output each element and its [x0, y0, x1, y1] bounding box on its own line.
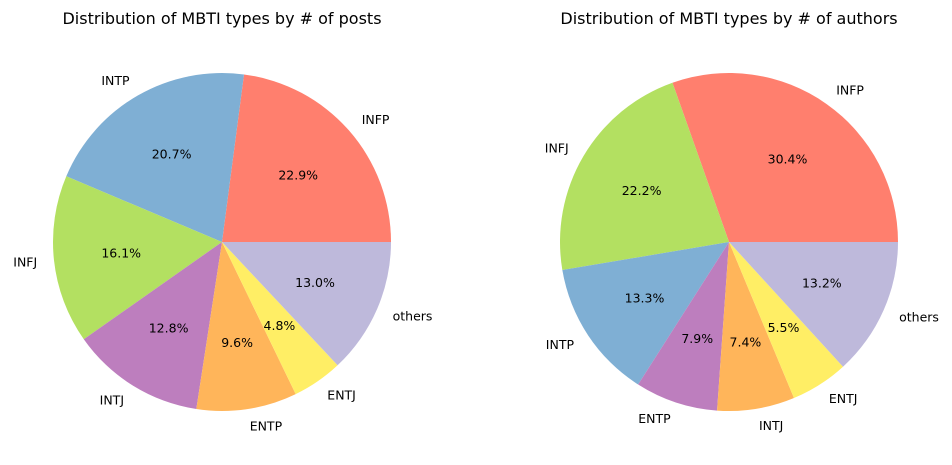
pie-chart-posts: Distribution of MBTI types by # of posts…	[13, 9, 432, 433]
pct-label-authors-infp: 30.4%	[768, 152, 808, 167]
pct-label-posts-infp: 22.9%	[278, 168, 318, 183]
pct-label-posts-intj: 12.8%	[149, 321, 189, 336]
slice-label-authors-infp: INFP	[836, 83, 864, 98]
pct-label-authors-entj: 5.5%	[768, 320, 800, 335]
pie-slice-posts-entj	[222, 242, 338, 395]
pct-label-authors-intp: 13.3%	[625, 291, 665, 306]
slice-label-posts-entj: ENTJ	[327, 388, 356, 403]
pct-label-posts-infj: 16.1%	[101, 245, 141, 260]
pie-slice-posts-infp	[222, 74, 391, 242]
pct-label-posts-entp: 9.6%	[221, 335, 253, 350]
pct-label-authors-entp: 7.9%	[681, 331, 713, 346]
pie-slice-authors-intj	[717, 242, 794, 412]
pct-label-posts-intp: 20.7%	[152, 147, 192, 162]
pie-slice-posts-intp	[66, 73, 244, 242]
pie-slice-posts-others	[222, 242, 391, 366]
pie-slice-posts-entp	[196, 242, 296, 412]
pie-slice-authors-entj	[729, 242, 844, 399]
pct-label-posts-entj: 4.8%	[264, 318, 296, 333]
pie-slice-authors-others	[729, 242, 898, 367]
slice-label-authors-infj: INFJ	[545, 140, 569, 155]
pie-slice-authors-entp	[638, 242, 729, 411]
pct-label-authors-others: 13.2%	[802, 275, 842, 290]
chart-title-authors: Distribution of MBTI types by # of autho…	[560, 9, 897, 28]
pie-chart-authors: Distribution of MBTI types by # of autho…	[545, 9, 939, 433]
pct-label-posts-others: 13.0%	[295, 275, 335, 290]
pie-slice-posts-intj	[83, 242, 222, 410]
slice-label-posts-others: others	[393, 308, 433, 323]
slice-label-posts-infp: INFP	[362, 112, 390, 127]
pie-slices-posts	[52, 73, 391, 412]
pie-slice-authors-infj	[559, 82, 729, 271]
pct-label-authors-infj: 22.2%	[622, 183, 662, 198]
slice-label-posts-intp: INTP	[101, 73, 130, 88]
pie-slice-authors-infp	[672, 72, 899, 242]
pie-slice-posts-infj	[52, 176, 223, 340]
slice-label-posts-entp: ENTP	[250, 418, 283, 433]
slice-label-authors-entp: ENTP	[638, 411, 671, 426]
pct-label-authors-intj: 7.4%	[730, 335, 762, 350]
pie-slices-authors	[559, 72, 899, 412]
chart-title-posts: Distribution of MBTI types by # of posts	[62, 9, 381, 28]
slice-label-authors-intp: INTP	[546, 337, 575, 352]
pie-labels-authors: INFP 30.4% INFJ 22.2% INTP 13.3% ENTP 7.9% INTJ 7…	[545, 83, 939, 433]
slice-label-authors-entj: ENTJ	[829, 391, 858, 406]
slice-label-authors-others: others	[899, 310, 939, 325]
slice-label-authors-intj: INTJ	[759, 418, 783, 433]
pie-slice-authors-intp	[562, 242, 729, 385]
pie-labels-posts: INFP 22.9% INTP 20.7% INFJ 16.1% INTJ 12.8% ENTP…	[13, 73, 432, 433]
slice-label-posts-infj: INFJ	[13, 254, 37, 269]
slice-label-posts-intj: INTJ	[100, 393, 124, 408]
